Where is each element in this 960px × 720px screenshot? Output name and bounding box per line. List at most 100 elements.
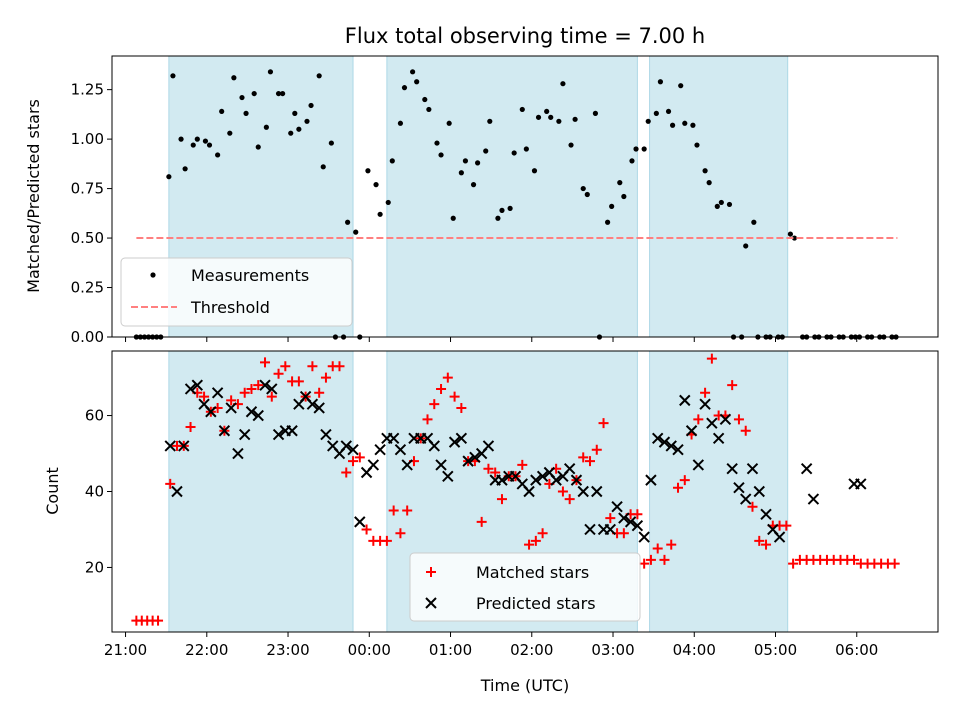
measurement-point	[275, 90, 282, 97]
predicted-star-point	[286, 425, 298, 437]
measurement-point	[544, 108, 550, 115]
measurement-point	[438, 152, 444, 158]
legend-predicted-label: Predicted stars	[476, 594, 596, 613]
count-y-tick-label: 60	[85, 407, 104, 425]
predicted-star-point	[266, 383, 278, 395]
ratio-shaded-interval-3	[649, 55, 789, 338]
measurement-point	[694, 142, 700, 148]
predicted-star-point	[238, 428, 251, 441]
predicted-star-point	[530, 474, 542, 486]
measurement-point	[462, 158, 469, 164]
ratio-shaded-interval-2	[386, 55, 638, 338]
measurement-point	[645, 118, 651, 124]
predicted-star-point	[706, 417, 718, 429]
measurement-point	[178, 136, 184, 142]
predicted-star-point	[218, 425, 231, 437]
predicted-star-point	[482, 440, 495, 452]
predicted-star-point	[699, 398, 711, 410]
ratio-y-axis-label: Matched/Predicted stars	[24, 99, 43, 293]
matched-star-point	[273, 368, 284, 379]
predicted-star-point	[746, 463, 759, 475]
measurement-point	[267, 69, 274, 75]
predicted-star-point	[584, 523, 596, 536]
matched-star-point	[239, 387, 250, 398]
legend-matched-marker	[426, 567, 436, 577]
predicted-star-point	[245, 406, 258, 418]
matched-star-point	[449, 391, 460, 402]
measurement-point	[495, 215, 501, 221]
predicted-star-point	[164, 440, 176, 452]
matched-star-point	[530, 535, 541, 546]
predicted-star-point	[611, 500, 623, 513]
matched-star-point	[185, 421, 196, 432]
matched-star-point	[781, 520, 792, 531]
measurement-point	[511, 150, 517, 156]
measurement-point	[580, 185, 586, 192]
matched-star-point	[849, 554, 860, 565]
count-shaded-interval-3	[649, 350, 789, 633]
predicted-star-point	[800, 463, 813, 475]
x-axis-label: Time (UTC)	[480, 676, 569, 695]
matched-star-point	[199, 391, 210, 402]
measurement-point	[410, 69, 416, 75]
measurement-point	[519, 106, 525, 113]
matched-star-point	[246, 383, 257, 394]
predicted-star-point	[685, 425, 698, 437]
matched-star-point	[476, 516, 487, 527]
matched-star-point	[456, 402, 467, 413]
measurement-point	[633, 146, 639, 152]
measurement-point	[702, 168, 708, 174]
measurement-point	[669, 122, 676, 128]
measurement-point	[641, 146, 647, 152]
predicted-star-point	[570, 474, 583, 486]
ratio-series	[133, 69, 899, 340]
measurement-point	[507, 205, 513, 211]
predicted-star-point	[442, 470, 454, 483]
matched-star-point	[422, 414, 433, 425]
matched-star-point	[490, 467, 501, 478]
measurement-point	[556, 118, 562, 124]
ratio-panel-frame	[111, 55, 939, 338]
predicted-star-point	[469, 451, 481, 464]
x-tick-label: 22:00	[185, 641, 228, 659]
x-tick-label: 06:00	[835, 641, 878, 659]
legend-measurements-label: Measurements	[191, 266, 309, 285]
measurement-point	[690, 122, 696, 128]
measurement-point	[166, 174, 172, 180]
predicted-star-point	[733, 481, 745, 494]
measurement-point	[584, 191, 590, 198]
measurement-point	[373, 182, 379, 188]
predicted-star-point	[807, 493, 820, 505]
measurement-point	[288, 130, 294, 136]
measurement-point	[385, 199, 391, 206]
predicted-star-point	[577, 485, 589, 498]
matched-star-point	[706, 353, 717, 364]
matched-star-point	[429, 399, 440, 410]
predicted-star-point	[184, 383, 197, 395]
ratio-y-tick-label: 0.00	[71, 328, 104, 346]
measurement-point	[470, 182, 477, 188]
predicted-star-point	[523, 485, 535, 498]
measurement-point	[353, 229, 359, 235]
matched-star-point	[679, 475, 690, 486]
count-y-tick-label: 40	[85, 483, 104, 501]
x-tick-label: 23:00	[266, 641, 309, 659]
predicted-star-point	[178, 440, 190, 452]
measurement-point	[605, 219, 611, 225]
predicted-star-point	[638, 531, 650, 543]
matched-star-point	[754, 535, 765, 546]
predicted-star-point	[550, 474, 562, 486]
measurement-point	[458, 170, 464, 176]
ratio-y-tick-label: 0.50	[71, 229, 104, 247]
measurement-point	[377, 211, 383, 217]
predicted-star-point	[347, 444, 359, 456]
x-tick-label: 21:00	[104, 641, 147, 659]
predicted-star-point	[658, 436, 671, 448]
matched-star-point	[165, 478, 176, 489]
matched-star-point	[266, 391, 277, 402]
ratio-y-tick-label: 1.25	[71, 81, 104, 99]
predicted-star-point	[631, 519, 644, 532]
predicted-star-point	[354, 516, 366, 528]
matched-star-point	[307, 361, 318, 372]
count-shaded-interval-1	[168, 350, 354, 633]
